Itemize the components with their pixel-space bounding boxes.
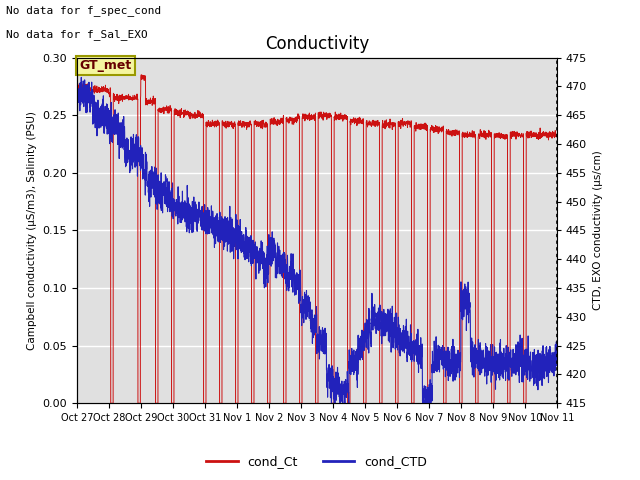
Legend: cond_Ct, cond_CTD: cond_Ct, cond_CTD: [202, 450, 432, 473]
Title: Conductivity: Conductivity: [265, 35, 369, 53]
Text: GT_met: GT_met: [79, 60, 131, 72]
Text: No data for f_spec_cond: No data for f_spec_cond: [6, 5, 162, 16]
Text: No data for f_Sal_EXO: No data for f_Sal_EXO: [6, 29, 148, 40]
Y-axis label: CTD, EXO conductivity (µs/cm): CTD, EXO conductivity (µs/cm): [593, 151, 603, 310]
Y-axis label: Campbell conductivity (µS/m3), Salinity (PSU): Campbell conductivity (µS/m3), Salinity …: [27, 111, 36, 350]
